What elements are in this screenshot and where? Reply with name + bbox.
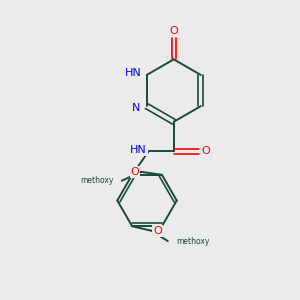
Text: HN: HN [125,68,141,79]
Text: HN: HN [130,145,147,155]
Text: O: O [153,226,162,236]
Text: N: N [132,103,140,112]
Text: methoxy: methoxy [80,176,113,185]
Text: O: O [169,26,178,36]
Text: methoxy: methoxy [176,237,209,246]
Text: O: O [131,167,140,177]
Text: O: O [201,146,210,157]
